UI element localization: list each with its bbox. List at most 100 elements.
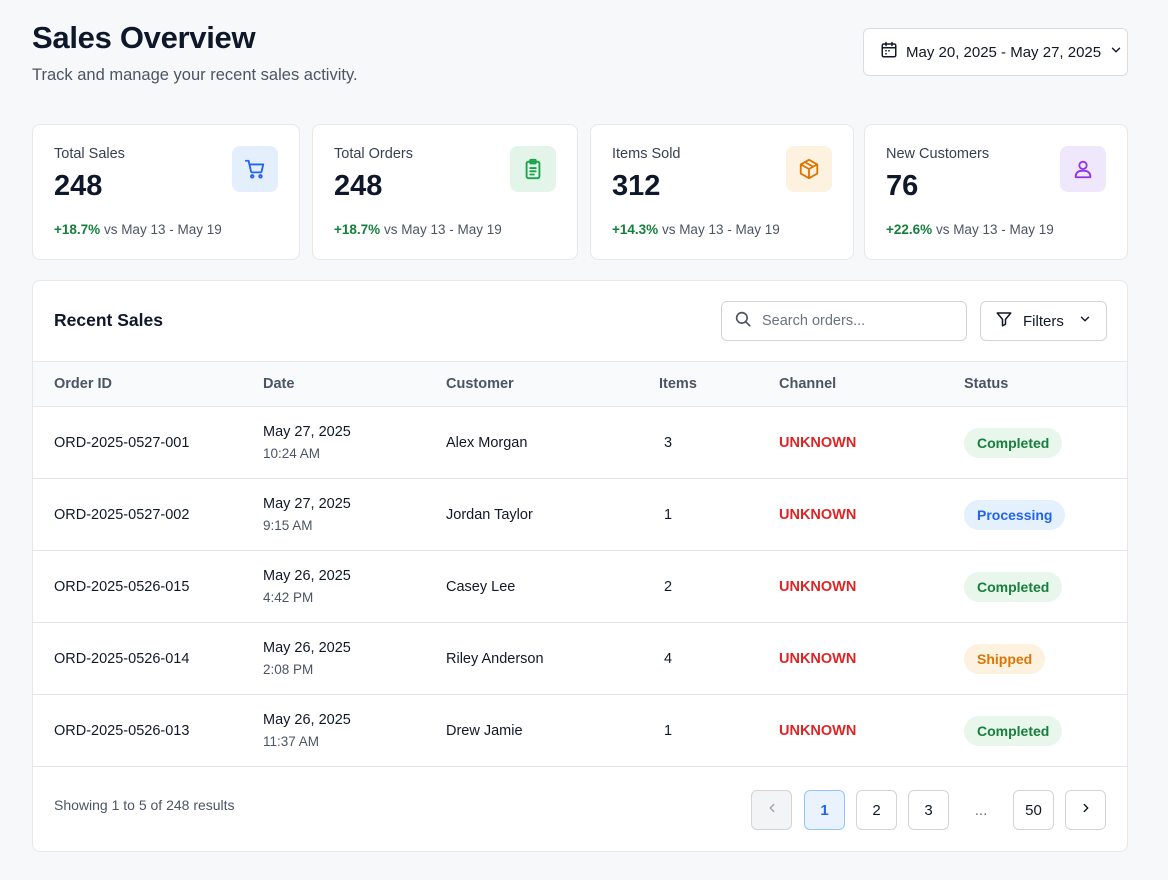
stat-card-new-customers: New Customers 76 +22.6% vs May 13 - May … xyxy=(864,124,1128,260)
filters-button[interactable]: Filters xyxy=(980,301,1107,341)
status-badge: Completed xyxy=(964,428,1063,458)
stat-comparison: vs May 13 - May 19 xyxy=(103,222,222,237)
column-header-status[interactable]: Status xyxy=(964,376,1009,392)
pagination-ellipsis: ... xyxy=(974,801,988,819)
channel: UNKNOWN xyxy=(779,723,857,739)
chevron-down-icon xyxy=(1109,43,1123,61)
stat-card-total-sales: Total Sales 248 +18.7% vs May 13 - May 1… xyxy=(32,124,300,260)
date-range-label: May 20, 2025 - May 27, 2025 xyxy=(906,43,1102,61)
stat-comparison: vs May 13 - May 19 xyxy=(383,222,502,237)
channel: UNKNOWN xyxy=(779,651,857,667)
clipboard-icon xyxy=(510,146,556,192)
stat-change: +14.3% vs May 13 - May 19 xyxy=(612,222,780,237)
stat-label: Total Orders xyxy=(334,146,413,162)
stat-label: New Customers xyxy=(886,146,990,162)
stat-change: +18.7% vs May 13 - May 19 xyxy=(334,222,502,237)
customer-name: Casey Lee xyxy=(446,579,516,595)
search-input[interactable] xyxy=(762,313,942,329)
filter-icon xyxy=(995,310,1013,332)
order-date: May 27, 2025 xyxy=(263,496,351,512)
chevron-left-icon xyxy=(765,801,779,819)
stat-change-percent: +22.6% xyxy=(886,222,933,237)
order-time: 4:42 PM xyxy=(263,590,314,605)
results-summary: Showing 1 to 5 of 248 results xyxy=(54,797,235,813)
order-time: 11:37 AM xyxy=(263,734,320,749)
page-header: Sales Overview Track and manage your rec… xyxy=(32,20,358,85)
filters-label: Filters xyxy=(1023,312,1064,330)
items-count: 1 xyxy=(664,507,673,523)
stat-value: 76 xyxy=(886,170,919,202)
table-row[interactable]: ORD-2025-0526-015 May 26, 2025 4:42 PM C… xyxy=(33,551,1127,623)
stat-comparison: vs May 13 - May 19 xyxy=(935,222,1054,237)
items-count: 3 xyxy=(664,435,673,451)
page-button-50[interactable]: 50 xyxy=(1013,790,1054,830)
search-box[interactable] xyxy=(721,301,967,341)
column-header-order-id[interactable]: Order ID xyxy=(54,376,113,392)
table-row[interactable]: ORD-2025-0526-013 May 26, 2025 11:37 AM … xyxy=(33,695,1127,767)
stat-card-items-sold: Items Sold 312 +14.3% vs May 13 - May 19 xyxy=(590,124,854,260)
channel: UNKNOWN xyxy=(779,435,857,451)
order-id[interactable]: ORD-2025-0526-013 xyxy=(54,723,190,739)
order-time: 10:24 AM xyxy=(263,446,321,461)
column-header-items[interactable]: Items xyxy=(659,376,697,392)
stat-change: +18.7% vs May 13 - May 19 xyxy=(54,222,222,237)
items-count: 2 xyxy=(664,579,673,595)
page-title: Sales Overview xyxy=(32,20,256,55)
box-icon xyxy=(786,146,832,192)
page-button-3[interactable]: 3 xyxy=(908,790,949,830)
stat-label: Total Sales xyxy=(54,146,125,162)
table-row[interactable]: ORD-2025-0527-002 May 27, 2025 9:15 AM J… xyxy=(33,479,1127,551)
recent-sales-title: Recent Sales xyxy=(54,310,163,330)
table-row[interactable]: ORD-2025-0526-014 May 26, 2025 2:08 PM R… xyxy=(33,623,1127,695)
order-time: 9:15 AM xyxy=(263,518,313,533)
column-header-customer[interactable]: Customer xyxy=(446,376,514,392)
column-header-date[interactable]: Date xyxy=(263,376,295,392)
status-badge: Completed xyxy=(964,716,1063,746)
customer-name: Alex Morgan xyxy=(446,435,528,451)
channel: UNKNOWN xyxy=(779,507,857,523)
customer-name: Riley Anderson xyxy=(446,651,544,667)
next-page-button[interactable] xyxy=(1065,790,1106,830)
stat-value: 248 xyxy=(334,170,383,202)
page-button-2[interactable]: 2 xyxy=(856,790,897,830)
date-range-picker[interactable]: May 20, 2025 - May 27, 2025 xyxy=(863,28,1128,76)
user-icon xyxy=(1060,146,1106,192)
stat-comparison: vs May 13 - May 19 xyxy=(661,222,780,237)
cart-icon xyxy=(232,146,278,192)
page-button-1[interactable]: 1 xyxy=(804,790,845,830)
chevron-down-icon xyxy=(1078,312,1092,330)
order-id[interactable]: ORD-2025-0527-002 xyxy=(54,507,190,523)
status-badge: Processing xyxy=(964,500,1066,530)
order-id[interactable]: ORD-2025-0527-001 xyxy=(54,435,190,451)
stat-label: Items Sold xyxy=(612,146,681,162)
chevron-right-icon xyxy=(1079,801,1093,819)
items-count: 1 xyxy=(664,723,673,739)
stat-change-percent: +18.7% xyxy=(54,222,101,237)
order-id[interactable]: ORD-2025-0526-015 xyxy=(54,579,190,595)
stat-value: 312 xyxy=(612,170,661,202)
calendar-icon xyxy=(880,41,898,63)
previous-page-button[interactable] xyxy=(751,790,792,830)
stat-value: 248 xyxy=(54,170,103,202)
order-date: May 26, 2025 xyxy=(263,712,351,728)
page-subtitle: Track and manage your recent sales activ… xyxy=(32,66,358,84)
table-header: Order ID Date Customer Items Channel Sta… xyxy=(33,361,1127,407)
items-count: 4 xyxy=(664,651,673,667)
stat-change: +22.6% vs May 13 - May 19 xyxy=(886,222,1054,237)
recent-sales-panel: Recent Sales Filters Order ID Date Custo… xyxy=(32,280,1128,852)
channel: UNKNOWN xyxy=(779,579,857,595)
stat-change-percent: +18.7% xyxy=(334,222,381,237)
table-row[interactable]: ORD-2025-0527-001 May 27, 2025 10:24 AM … xyxy=(33,407,1127,479)
order-date: May 26, 2025 xyxy=(263,640,351,656)
customer-name: Jordan Taylor xyxy=(446,507,533,523)
column-header-channel[interactable]: Channel xyxy=(779,376,837,392)
customer-name: Drew Jamie xyxy=(446,723,523,739)
order-date: May 27, 2025 xyxy=(263,424,351,440)
order-id[interactable]: ORD-2025-0526-014 xyxy=(54,651,190,667)
stat-change-percent: +14.3% xyxy=(612,222,659,237)
search-icon xyxy=(734,310,752,333)
status-badge: Shipped xyxy=(964,644,1046,674)
stat-card-total-orders: Total Orders 248 +18.7% vs May 13 - May … xyxy=(312,124,578,260)
order-time: 2:08 PM xyxy=(263,662,314,677)
order-date: May 26, 2025 xyxy=(263,568,351,584)
